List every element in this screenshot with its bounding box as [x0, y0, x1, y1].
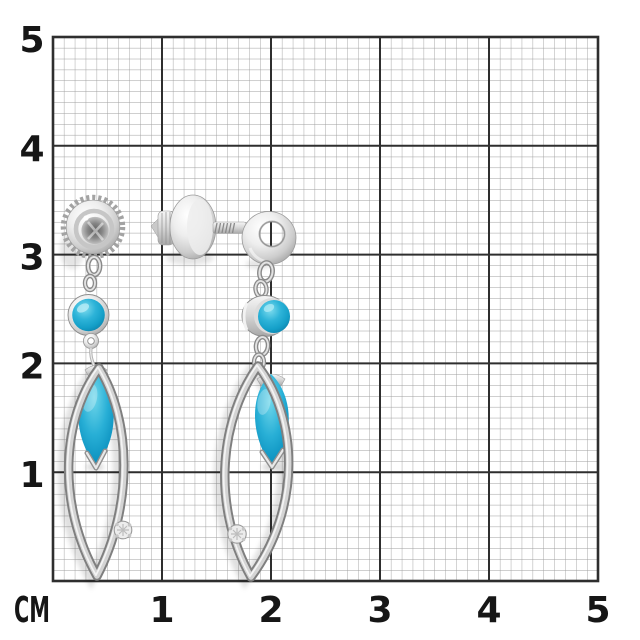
recess-reflection [87, 221, 104, 241]
stone [258, 300, 290, 333]
threads [214, 222, 236, 234]
x-axis-label: 1 [149, 590, 174, 631]
earring-front-view [60, 194, 133, 581]
x-axis-label: 2 [258, 590, 283, 631]
highlight [263, 303, 275, 313]
screw-back-clasp-side [150, 194, 247, 260]
grid-minor-lines [53, 37, 598, 581]
round-turquoise-stone [67, 294, 110, 336]
x-axis-label: 5 [585, 590, 610, 631]
highlight [76, 303, 90, 313]
facets [231, 528, 243, 540]
dome-face [187, 199, 213, 255]
v-prong [259, 447, 286, 470]
millimeter-grid [51, 35, 600, 583]
x-axis-label: 3 [367, 590, 392, 631]
ring-hole-rim [258, 220, 286, 248]
highlight [83, 215, 89, 221]
marquise-frame [220, 361, 294, 582]
accent-stone [113, 520, 133, 540]
highlight [257, 389, 271, 415]
y-axis-label: 5 [19, 20, 44, 61]
y-axis-label: 4 [19, 129, 44, 170]
accent-stone [227, 524, 247, 544]
chain-link [251, 334, 271, 372]
connector-link [83, 332, 100, 367]
stone [72, 298, 105, 332]
unit-label: СМ [14, 590, 50, 631]
v-prong [84, 448, 108, 471]
screw-back-clasp [60, 194, 126, 260]
clasp-ring-face [73, 208, 115, 250]
marquise-frame [64, 363, 129, 581]
grid-border [51, 35, 600, 583]
round-turquoise-stone-side [241, 295, 290, 337]
highlight [242, 302, 249, 331]
y-axis-label: 1 [19, 455, 44, 496]
axis-labels: 5 4 3 2 1 СМ 1 2 3 4 5 [14, 20, 611, 631]
shadow [57, 362, 123, 590]
y-axis-label: 3 [19, 238, 44, 279]
x-axis-label: 4 [476, 590, 501, 631]
y-axis-label: 2 [19, 346, 44, 387]
chain-link [82, 254, 103, 293]
earring-side-view [150, 194, 297, 582]
knurled-edge [60, 194, 126, 260]
facets [117, 524, 129, 536]
